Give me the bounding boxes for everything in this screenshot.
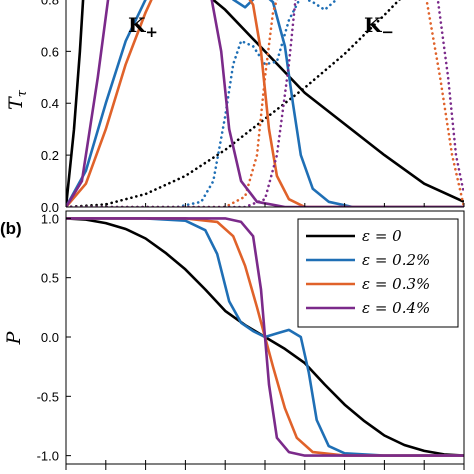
- top-series-2-solid: [66, 0, 464, 207]
- panel-label-b: (b): [0, 219, 22, 238]
- legend: ε = 0 ε = 0.2% ε = 0.3% ε = 0.4%: [297, 218, 459, 328]
- k-plus-label: K+: [128, 13, 158, 41]
- top-series-6-solid: [66, 0, 464, 207]
- bottom-series-3-solid: [66, 217, 464, 457]
- bottom-ytick-label-4: -1.0: [37, 449, 59, 464]
- bottom-panel-ticks: 1.0 0.5 0.0 -0.5 -1.0: [37, 211, 465, 470]
- top-ytick-label-0: 0.0: [41, 200, 59, 215]
- bottom-series-1-solid: [66, 217, 464, 457]
- top-ytick-label-1: 0.2: [41, 148, 59, 163]
- top-panel-ticks: 0.0 0.2 0.4 0.6 0.8: [41, 0, 465, 215]
- legend-entry-0: ε = 0: [362, 227, 402, 245]
- bottom-panel-curves: [66, 217, 464, 457]
- top-series-7-dotted: [66, 0, 464, 207]
- top-panel-curves: [66, 0, 464, 207]
- legend-entry-2: ε = 0.3%: [362, 275, 430, 293]
- legend-entry-1: ε = 0.2%: [362, 251, 430, 269]
- top-ytick-label-4: 0.8: [41, 0, 59, 7]
- bottom-ylabel: P: [3, 330, 25, 345]
- top-ylabel: Tτ: [5, 89, 30, 110]
- top-series-0-solid: [66, 0, 464, 207]
- top-series-1-dotted: [66, 0, 401, 207]
- top-ytick-label-2: 0.4: [41, 96, 59, 111]
- bottom-ytick-label-3: -0.5: [37, 389, 59, 404]
- legend-entry-3: ε = 0.4%: [362, 299, 430, 317]
- top-series-3-dotted: [66, 0, 339, 207]
- top-ytick-label-3: 0.6: [41, 44, 59, 59]
- bottom-ytick-label-1: 0.5: [41, 271, 59, 286]
- top-series-4-solid: [66, 0, 464, 207]
- top-series-5-dotted: [66, 0, 464, 207]
- k-minus-label: K−: [364, 13, 394, 41]
- bottom-ytick-label-0: 1.0: [41, 211, 59, 226]
- bottom-ytick-label-2: 0.0: [41, 330, 59, 345]
